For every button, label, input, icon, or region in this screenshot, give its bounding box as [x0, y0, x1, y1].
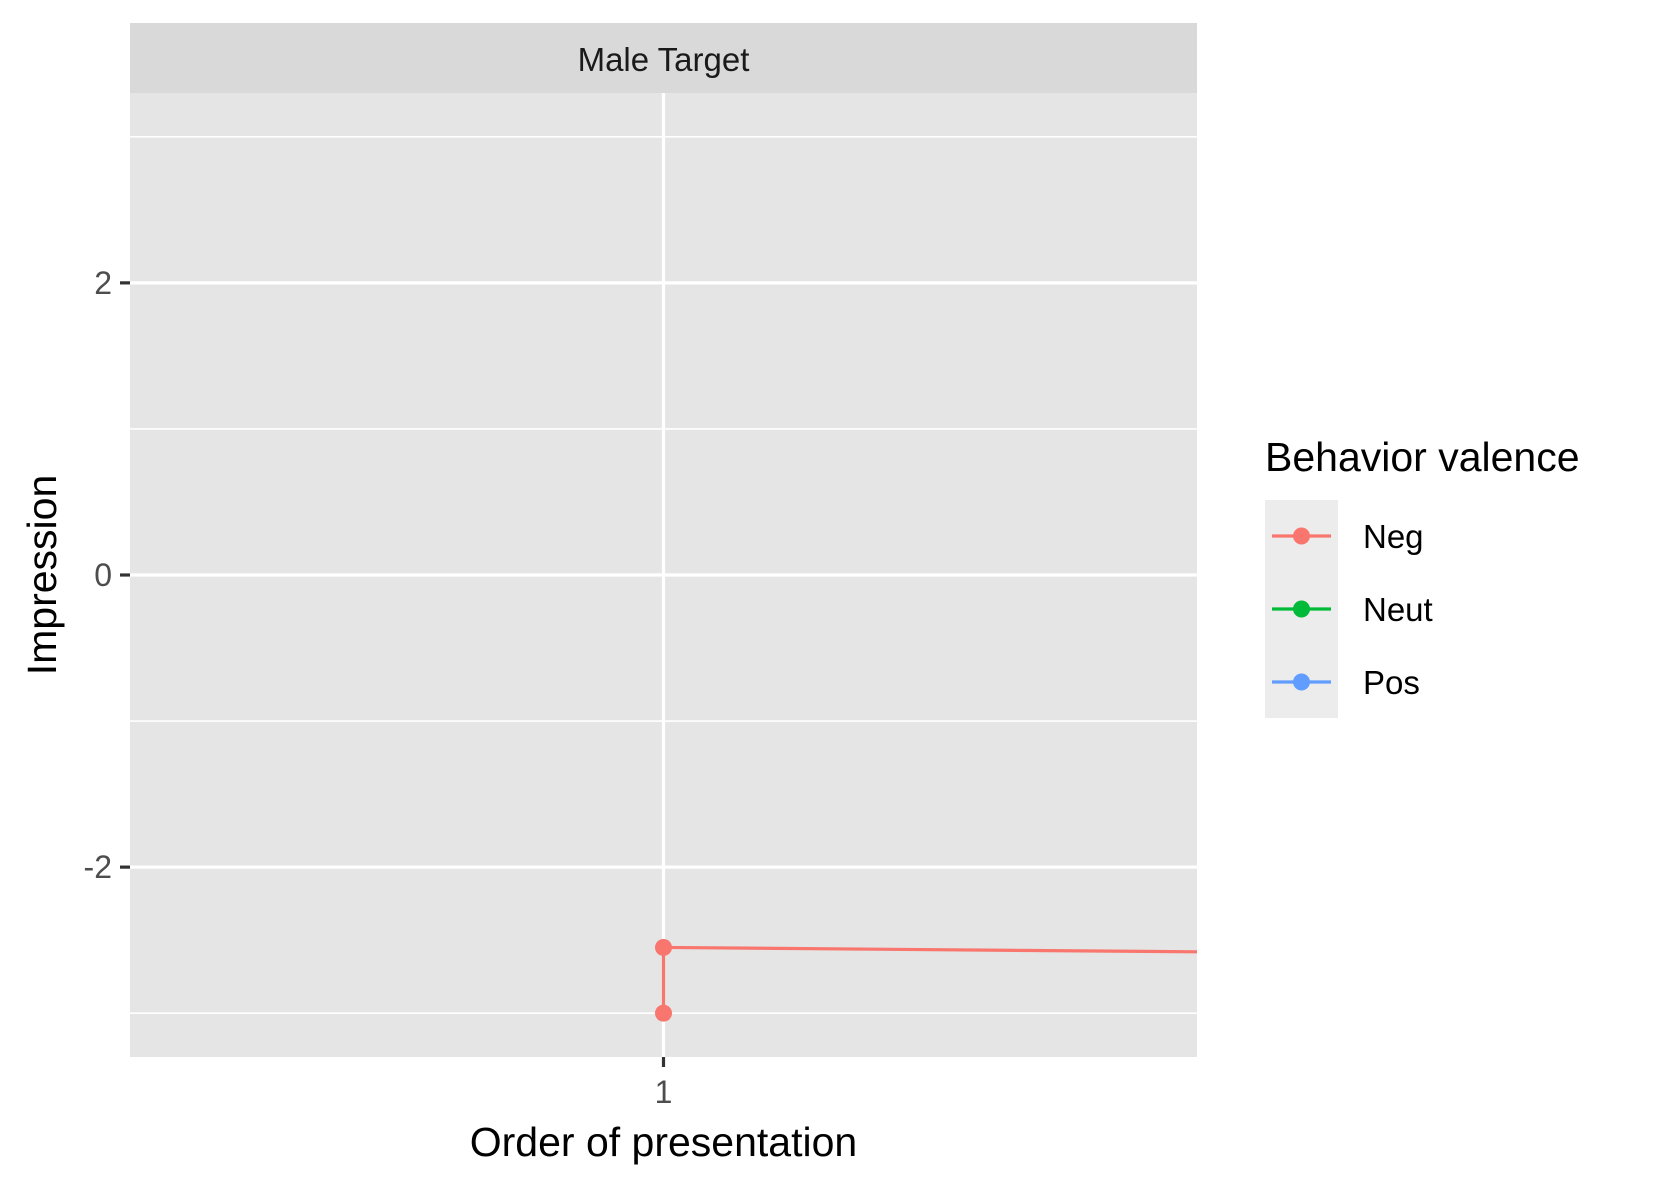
y-axis: -2 0 2	[84, 265, 130, 885]
y-tick-label: -2	[84, 849, 112, 885]
major-gridlines	[130, 93, 1197, 1057]
series-line-neg	[663, 945, 1198, 954]
x-tick-label: 1	[655, 1074, 673, 1110]
data-point-neg	[655, 938, 672, 956]
legend-key-point-neg	[1293, 527, 1310, 545]
legend-key-point-neut	[1293, 600, 1310, 618]
legend-title: Behavior valence	[1265, 434, 1580, 480]
data-marks	[655, 938, 1198, 1022]
legend: Behavior valence Neg Neut Pos	[1265, 434, 1580, 718]
y-tick-label: 0	[94, 557, 112, 593]
y-axis-title: Impression	[19, 475, 65, 676]
x-axis: 1	[655, 1057, 673, 1110]
legend-label-pos: Pos	[1363, 664, 1420, 701]
data-point-neg	[655, 1004, 672, 1022]
facet-strip	[130, 23, 1197, 93]
legend-label-neg: Neg	[1363, 518, 1424, 555]
y-tick-label: 2	[94, 265, 112, 301]
legend-label-neut: Neut	[1363, 591, 1433, 628]
x-axis-title: Order of presentation	[470, 1119, 857, 1165]
legend-key-point-pos	[1293, 673, 1310, 691]
facet-label: Male Target	[578, 41, 750, 78]
